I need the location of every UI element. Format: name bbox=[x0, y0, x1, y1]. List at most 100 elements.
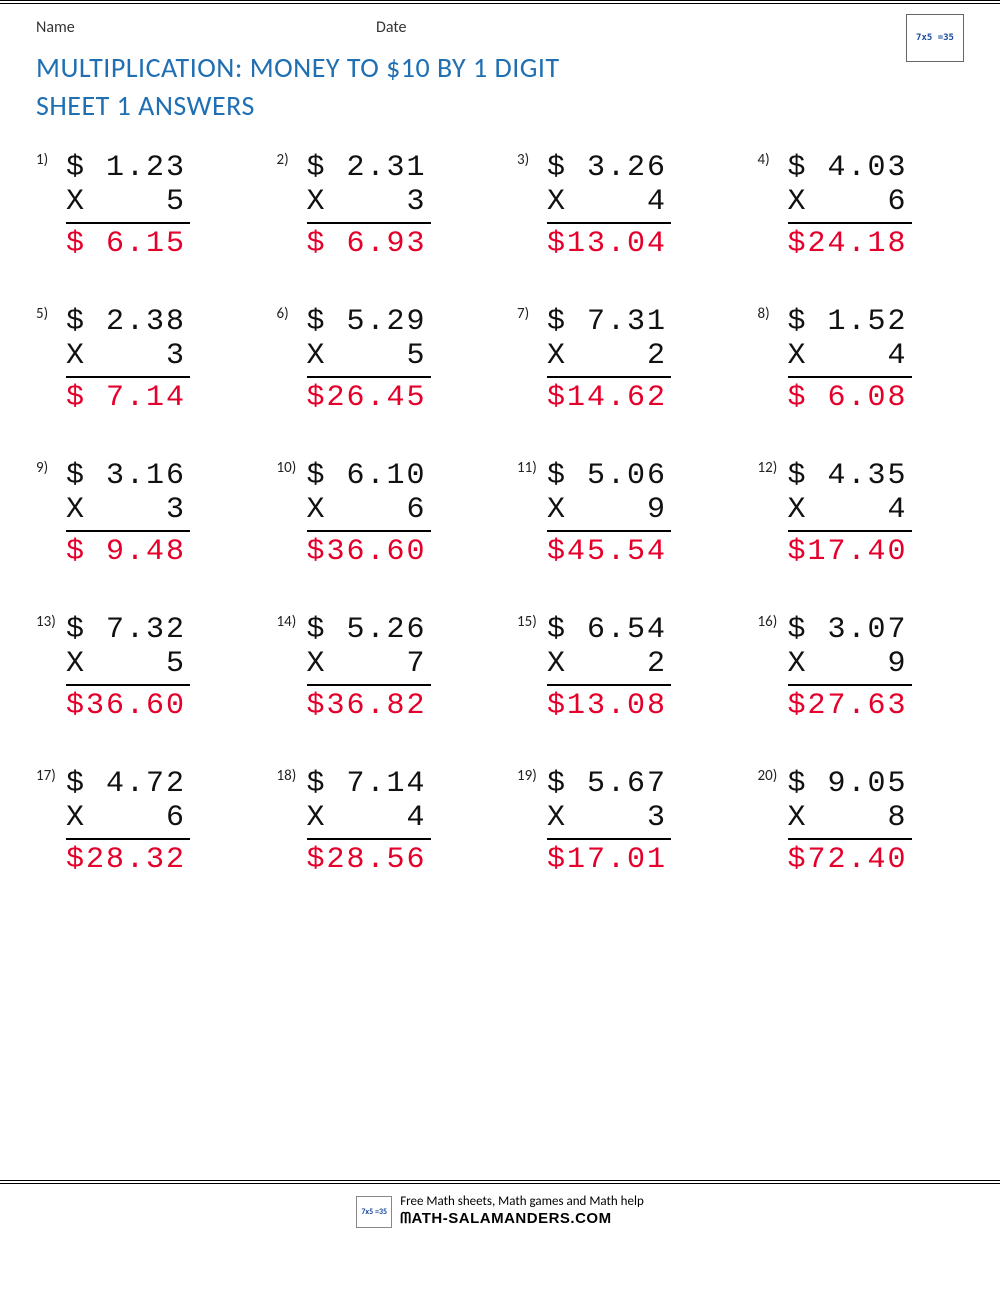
currency-symbol: $ bbox=[66, 305, 96, 339]
amount-value: 4.35 bbox=[818, 459, 912, 493]
multiplier-row: X2 bbox=[547, 339, 671, 373]
multiplier-value: 9 bbox=[577, 493, 671, 527]
answer-value: $ 6.15 bbox=[66, 227, 190, 261]
problem: 4) $4.03X6$24.18 bbox=[758, 151, 965, 261]
calculation: $3.26X4$13.04 bbox=[547, 151, 671, 261]
amount-value: 5.67 bbox=[577, 767, 671, 801]
amount-row: $9.05 bbox=[788, 767, 912, 801]
logo-icon: 7x5 =35 bbox=[916, 34, 954, 43]
problem: 6)$5.29X5$26.45 bbox=[277, 305, 484, 415]
multiply-symbol: X bbox=[66, 801, 96, 835]
amount-row: $3.07 bbox=[788, 613, 912, 647]
problem-number: 10) bbox=[277, 459, 297, 477]
calculation: $2.38X3$ 7.14 bbox=[66, 305, 190, 415]
amount-value: 6.10 bbox=[337, 459, 431, 493]
answer-value: $36.60 bbox=[66, 689, 190, 723]
calculation: $5.26X7$36.82 bbox=[307, 613, 431, 723]
problem: 7)$7.31X2$14.62 bbox=[517, 305, 724, 415]
problem-number: 18) bbox=[277, 767, 297, 785]
multiplier-value: 7 bbox=[337, 647, 431, 681]
problem: 14)$5.26X7$36.82 bbox=[277, 613, 484, 723]
footer-inner: 7x5 =35 Free Math sheets, Math games and… bbox=[356, 1194, 644, 1229]
title-line-1: MULTIPLICATION: MONEY TO $10 BY 1 DIGIT bbox=[36, 50, 560, 85]
calculation: $6.54X2$13.08 bbox=[547, 613, 671, 723]
amount-row: $3.26 bbox=[547, 151, 671, 185]
amount-value: 4.03 bbox=[818, 151, 912, 185]
problem-number: 1) bbox=[36, 151, 48, 169]
amount-row: $5.06 bbox=[547, 459, 671, 493]
rule-line bbox=[547, 684, 671, 686]
rule-line bbox=[547, 222, 671, 224]
amount-value: 3.07 bbox=[818, 613, 912, 647]
problem-number: 19) bbox=[517, 767, 537, 785]
amount-row: $6.54 bbox=[547, 613, 671, 647]
problem: 1)$1.23X5$ 6.15 bbox=[36, 151, 243, 261]
title-line-2: SHEET 1 ANSWERS bbox=[36, 88, 255, 123]
amount-value: 2.31 bbox=[337, 151, 431, 185]
answer-value: $24.18 bbox=[788, 227, 912, 261]
problem: 15)$6.54X2$13.08 bbox=[517, 613, 724, 723]
calculation: $5.06X9$45.54 bbox=[547, 459, 671, 569]
amount-value: 7.14 bbox=[337, 767, 431, 801]
currency-symbol: $ bbox=[307, 305, 337, 339]
problem: 8)$1.52X4$ 6.08 bbox=[758, 305, 965, 415]
footer-tagline: Free Math sheets, Math games and Math he… bbox=[400, 1194, 644, 1210]
rule-line bbox=[307, 376, 431, 378]
problem: 16)$3.07X9$27.63 bbox=[758, 613, 965, 723]
answer-value: $ 7.14 bbox=[66, 381, 190, 415]
amount-row: $5.67 bbox=[547, 767, 671, 801]
calculation: $4.03X6$24.18 bbox=[788, 151, 912, 261]
currency-symbol: $ bbox=[307, 767, 337, 801]
amount-value: 7.32 bbox=[96, 613, 190, 647]
answer-value: $17.01 bbox=[547, 843, 671, 877]
multiply-symbol: X bbox=[66, 647, 96, 681]
answer-value: $28.56 bbox=[307, 843, 431, 877]
rule-line bbox=[788, 684, 912, 686]
currency-symbol: $ bbox=[307, 151, 337, 185]
problem-number: 4) bbox=[758, 151, 770, 169]
amount-row: $1.52 bbox=[788, 305, 912, 339]
brand-logo: 7x5 =35 bbox=[906, 14, 964, 62]
problem: 2)$2.31X3$ 6.93 bbox=[277, 151, 484, 261]
multiplier-value: 3 bbox=[577, 801, 671, 835]
currency-symbol: $ bbox=[547, 459, 577, 493]
problem-number: 17) bbox=[36, 767, 56, 785]
amount-value: 3.26 bbox=[577, 151, 671, 185]
answer-value: $27.63 bbox=[788, 689, 912, 723]
problem-number: 6) bbox=[277, 305, 289, 323]
amount-row: $7.14 bbox=[307, 767, 431, 801]
rule-line bbox=[788, 222, 912, 224]
answer-value: $ 9.48 bbox=[66, 535, 190, 569]
problem: 10)$6.10X6$36.60 bbox=[277, 459, 484, 569]
multiplier-value: 8 bbox=[818, 801, 912, 835]
problem: 17)$4.72X6$28.32 bbox=[36, 767, 243, 877]
rule-line bbox=[307, 838, 431, 840]
multiplier-row: X5 bbox=[307, 339, 431, 373]
problem: 20)$9.05X8$72.40 bbox=[758, 767, 965, 877]
amount-value: 1.23 bbox=[96, 151, 190, 185]
answer-value: $36.82 bbox=[307, 689, 431, 723]
multiplier-value: 5 bbox=[96, 647, 190, 681]
answer-value: $13.08 bbox=[547, 689, 671, 723]
header-row: Name Date 7x5 =35 bbox=[36, 18, 964, 37]
rule-line bbox=[307, 222, 431, 224]
currency-symbol: $ bbox=[788, 459, 818, 493]
multiply-symbol: X bbox=[307, 339, 337, 373]
multiply-symbol: X bbox=[66, 493, 96, 527]
multiplier-row: X7 bbox=[307, 647, 431, 681]
multiply-symbol: X bbox=[788, 493, 818, 527]
rule-line bbox=[788, 838, 912, 840]
currency-symbol: $ bbox=[788, 613, 818, 647]
answer-value: $ 6.93 bbox=[307, 227, 431, 261]
currency-symbol: $ bbox=[547, 305, 577, 339]
multiplier-row: X3 bbox=[66, 339, 190, 373]
rule-line bbox=[788, 530, 912, 532]
multiplier-row: X6 bbox=[307, 493, 431, 527]
amount-row: $1.23 bbox=[66, 151, 190, 185]
multiplier-row: X9 bbox=[788, 647, 912, 681]
multiply-symbol: X bbox=[547, 493, 577, 527]
rule-line bbox=[66, 222, 190, 224]
answer-value: $72.40 bbox=[788, 843, 912, 877]
amount-row: $4.03 bbox=[788, 151, 912, 185]
multiplier-row: X8 bbox=[788, 801, 912, 835]
